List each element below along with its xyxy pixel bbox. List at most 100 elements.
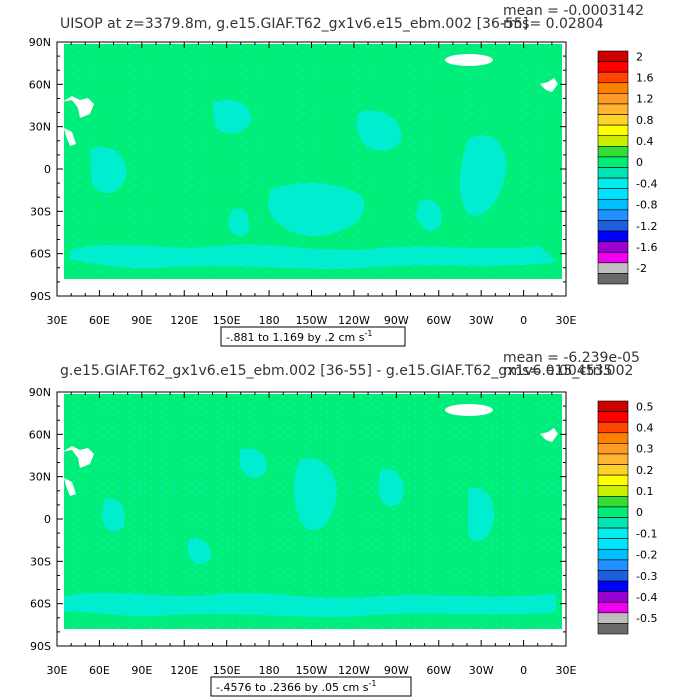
panel-1-colorbar-label: -1.2 <box>636 220 657 233</box>
panel-2-colorbar: 0.5 0.4 0.3 0.2 0.1 0 -0.1 -0.2 -0.3 -0.4 -0.5 <box>597 400 657 635</box>
panel-2-y-axis: 90N 60N 30N 0 30S 60S 90S <box>29 386 566 653</box>
panel-1-map <box>56 41 567 297</box>
panel-1-colorbar-swatch <box>597 61 629 73</box>
panel-1-colorbar-swatch <box>597 82 629 94</box>
panel-1-patch-east-pacific <box>356 110 402 151</box>
panel-2-colorbar-swatch <box>597 432 629 444</box>
panel-1-colorbar-label: 1.2 <box>636 93 654 106</box>
panel-1-land-east-africa <box>64 128 76 146</box>
panel-2-land-arabia <box>62 446 94 468</box>
panel-1-anomaly-patches <box>70 99 556 269</box>
panel-2-colorbar-swatch <box>597 527 629 539</box>
panel-1-y-tick-label: 30N <box>29 121 51 134</box>
panel-1-colorbar-label: 2 <box>636 50 643 63</box>
panel-1-colorbar-swatch <box>597 209 629 221</box>
panel-1-land-greenland <box>445 54 493 66</box>
panel-1-colorbar-label: -0.8 <box>636 199 657 212</box>
panel-2-map <box>56 391 567 647</box>
panel-2-y-tick-label: 30S <box>30 555 51 568</box>
panel-1-colorbar-swatch <box>597 262 629 274</box>
panel-1-colorbar-label: 0 <box>636 156 643 169</box>
panel-2-rms: rms= 0.004535 <box>503 363 612 379</box>
panel-2-colorbar-swatch <box>597 496 629 508</box>
panel-2-colorbar-label: 0.4 <box>636 421 654 434</box>
panel-1-colorbar-swatch <box>597 93 629 105</box>
panel-2-x-tick-label: 0 <box>520 664 527 677</box>
panel-2-colorbar-swatch <box>597 559 629 571</box>
panel-1-colorbar-label: 0.8 <box>636 114 654 127</box>
panel-1-patch-north-pacific <box>212 99 252 134</box>
panel-1-y-tick-label: 30S <box>30 205 51 218</box>
panel-1-colorbar: 2 1.6 1.2 0.8 0.4 0 -0.4 -0.8 -1.2 -1.6 -2 <box>597 50 657 285</box>
panel-1-x-tick-label: 0 <box>520 314 527 327</box>
panel-1-patch-west-pacific <box>228 208 250 237</box>
panel-2-land-antarctica <box>64 629 562 646</box>
panel-1-x-tick-label: 30W <box>469 314 494 327</box>
panel-1-colorbar-swatch <box>597 103 629 115</box>
panel-1: UISOP at z=3379.8m, g.e15.GIAF.T62_gx1v6… <box>29 3 657 347</box>
panel-2-colorbar-swatch <box>597 400 629 412</box>
panel-1-colorbar-swatch <box>597 251 629 264</box>
panel-2-colorbar-label: -0.1 <box>636 527 657 540</box>
panel-2-colorbar-label: -0.3 <box>636 570 657 583</box>
panel-1-patch-south-atlantic <box>416 199 442 231</box>
panel-1-range-label: -.881 to 1.169 by .2 cm s-1 <box>220 326 406 347</box>
panel-1-colorbar-label: -2 <box>636 262 647 275</box>
panel-2-x-tick-label: 90E <box>131 664 152 677</box>
panel-2-colorbar-swatch <box>597 464 629 476</box>
panel-1-land-arabia <box>62 96 94 118</box>
panel-2-colorbar-label: 0 <box>636 506 643 519</box>
panel-2-colorbar-swatch <box>597 570 629 582</box>
panel-2-range-box <box>210 676 412 697</box>
panel-1-land-antarctica <box>64 279 562 296</box>
panel-1-colorbar-swatch <box>597 114 629 126</box>
panel-1-colorbar-swatch <box>597 156 629 168</box>
panel-1-x-tick-label: 120E <box>170 314 198 327</box>
panel-1-colorbar-label: -1.6 <box>636 241 657 254</box>
panel-1-y-axis: 90N 60N 30N 0 30S 60S 90S <box>29 36 566 303</box>
panel-2-colorbar-swatch <box>597 548 629 561</box>
panel-1-y-tick-label: 60S <box>30 248 51 261</box>
panel-2-colorbar-swatch <box>597 485 629 497</box>
panel-2-y-tick-label: 60S <box>30 598 51 611</box>
panel-1-land-mask <box>62 54 562 296</box>
panel-1-patch-central-pacific <box>268 182 365 237</box>
panel-2-x-tick-label: 30E <box>47 664 68 677</box>
panel-2-colorbar-swatch <box>597 517 629 529</box>
panel-2-patch-east-pacific <box>378 468 404 507</box>
panel-1-y-tick-label: 60N <box>29 78 51 91</box>
panel-1-colorbar-swatch <box>597 177 629 189</box>
panel-2-patch-north-pacific <box>240 448 267 478</box>
panel-2-x-tick-label: 120E <box>170 664 198 677</box>
panel-2-patch-southern-ocean <box>64 593 556 617</box>
panel-2-x-tick-label: 120W <box>338 664 370 677</box>
panel-1-colorbar-label: -0.4 <box>636 177 657 190</box>
panel-2-range-superscript: -1 <box>368 679 376 688</box>
panel-1-x-tick-label: 90W <box>384 314 409 327</box>
panel-2-y-tick-label: 90N <box>29 386 51 399</box>
panel-2: g.e15.GIAF.T62_gx1v6.e15_ebm.002 [36-55]… <box>29 350 657 697</box>
panel-1-range-main: -.881 to 1.169 by .2 cm s <box>226 331 365 344</box>
panel-2-land-mask <box>62 404 562 646</box>
panel-2-colorbar-label: 0.3 <box>636 443 654 456</box>
panel-1-title: UISOP at z=3379.8m, g.e15.GIAF.T62_gx1v6… <box>60 16 528 32</box>
panel-2-land-east-africa <box>64 478 76 496</box>
panel-2-colorbar-label: -0.5 <box>636 612 657 625</box>
panel-2-colorbar-label: 0.2 <box>636 464 654 477</box>
panel-2-colorbar-label: -0.4 <box>636 591 657 604</box>
panel-1-colorbar-swatch <box>597 124 629 137</box>
panel-2-patch-central-pacific <box>294 458 337 531</box>
panel-1-colorbar-swatch <box>597 230 629 242</box>
panel-1-patch-indian-ocean <box>90 146 127 194</box>
panel-2-colorbar-swatch <box>597 411 629 423</box>
panel-2-x-axis: 30E 60E 90E 120E 150E 180 150W 120W 90W 60W 30W 0 30… <box>47 392 577 677</box>
panel-2-x-tick-label: 180 <box>259 664 280 677</box>
panel-2-y-tick-label: 90S <box>30 640 51 653</box>
panel-2-colorbar-swatch <box>597 538 629 550</box>
panel-1-colorbar-swatch <box>597 167 629 179</box>
panel-1-y-tick-label: 0 <box>44 163 51 176</box>
panel-2-y-tick-label: 0 <box>44 513 51 526</box>
panel-1-colorbar-swatch <box>597 135 629 147</box>
panel-1-x-axis: 30E 60E 90E 120E 150E 180 150W 120W 90W 60W 30W 0 30… <box>47 42 577 327</box>
panel-2-title: g.e15.GIAF.T62_gx1v6.e15_ebm.002 [36-55]… <box>60 363 633 379</box>
